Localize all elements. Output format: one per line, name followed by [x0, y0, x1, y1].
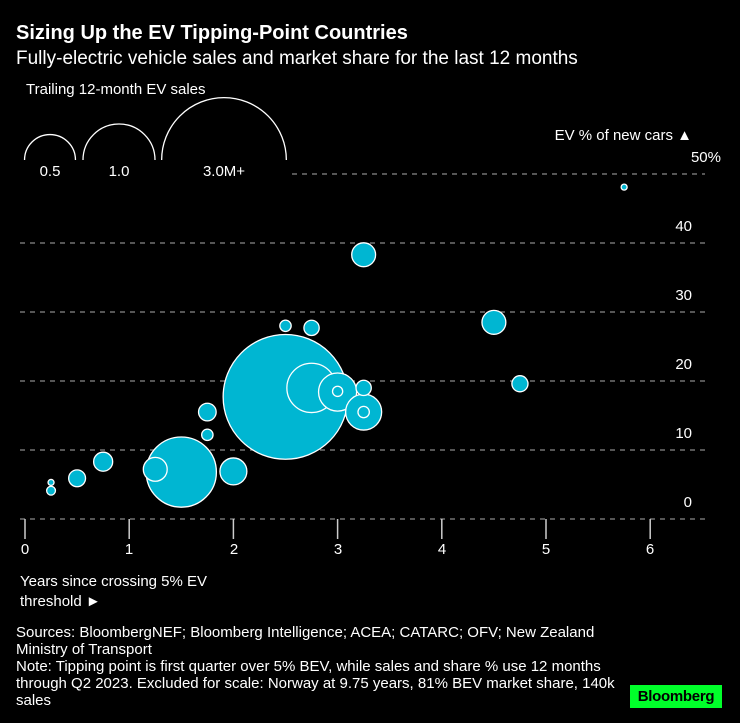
note-text: Note: Tipping point is first quarter ove…: [16, 658, 615, 709]
x-axis-label: Years since crossing 5% EV threshold ►: [20, 573, 208, 610]
size-legend-arc: [82, 123, 156, 161]
data-bubble: [511, 375, 529, 393]
size-legend-title: Trailing 12-month EV sales: [26, 81, 206, 98]
data-bubble: [219, 457, 248, 486]
data-bubble: [303, 319, 320, 337]
size-legend-arc: [160, 96, 288, 161]
data-bubble: [45, 485, 57, 496]
data-bubble: [331, 385, 344, 398]
chart-subtitle: Fully-electric vehicle sales and market …: [16, 48, 578, 69]
x-tick-label: 0: [20, 541, 30, 558]
size-legend-label: 0.5: [39, 163, 61, 180]
x-tick-label: 3: [333, 541, 343, 558]
data-bubble: [620, 183, 628, 191]
y-tick-label: 20: [675, 356, 692, 373]
y-tick-label: 40: [675, 218, 692, 235]
y-axis-label: EV % of new cars ▲: [554, 127, 692, 144]
footnote: Sources: BloombergNEF; Bloomberg Intelli…: [16, 624, 616, 709]
data-bubble: [47, 478, 55, 487]
data-bubble: [201, 428, 214, 442]
y-tick-label: 30: [675, 287, 692, 304]
size-legend-label: 3.0M+: [202, 163, 246, 180]
y-tick-label: 50%: [690, 149, 721, 166]
bloomberg-logo: Bloomberg: [630, 685, 722, 708]
data-bubble: [357, 405, 370, 419]
data-bubble: [142, 456, 168, 482]
x-tick-label: 5: [541, 541, 551, 558]
sources-text: Sources: BloombergNEF; Bloomberg Intelli…: [16, 624, 595, 658]
data-bubble: [279, 319, 292, 333]
size-legend-arc: [23, 133, 77, 161]
x-tick-label: 2: [229, 541, 239, 558]
y-tick-label: 0: [683, 494, 692, 511]
data-bubble: [197, 402, 217, 422]
x-tick-label: 4: [437, 541, 447, 558]
data-bubble: [92, 451, 114, 472]
x-tick-label: 6: [645, 541, 655, 558]
data-bubble: [355, 379, 372, 397]
x-tick-label: 1: [124, 541, 134, 558]
data-bubble: [351, 242, 377, 268]
y-tick-label: 10: [675, 425, 692, 442]
data-bubble: [481, 309, 507, 335]
chart-title: Sizing Up the EV Tipping-Point Countries: [16, 22, 408, 44]
data-bubble: [68, 469, 87, 488]
size-legend-label: 1.0: [108, 163, 130, 180]
